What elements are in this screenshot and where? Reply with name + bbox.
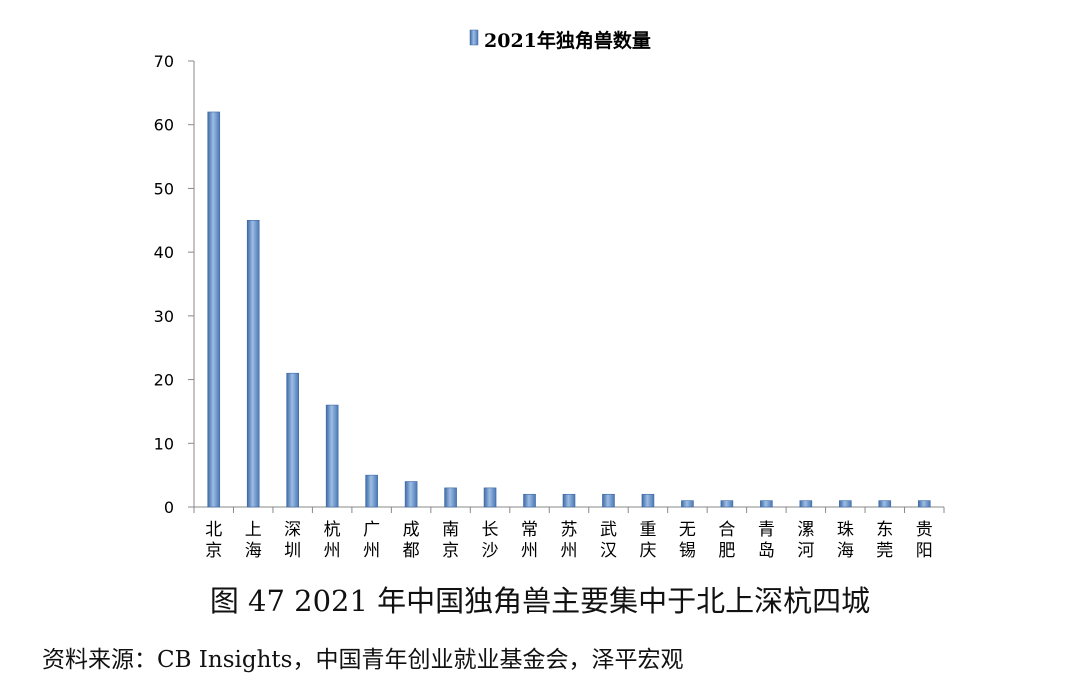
x-tick-label: 深圳 bbox=[284, 520, 301, 561]
x-tick-label: 漯河 bbox=[797, 520, 814, 561]
chart-axes: 0 10 20 30 40 50 60 70 bbox=[154, 52, 945, 517]
x-tick-label: 贵阳 bbox=[916, 520, 933, 561]
bar-东莞 bbox=[878, 500, 892, 508]
bar-珠海 bbox=[839, 500, 852, 508]
x-tick-label: 重庆 bbox=[639, 520, 656, 561]
bar-重庆 bbox=[641, 493, 655, 508]
bar-广州 bbox=[365, 474, 378, 508]
x-tick-label: 成都 bbox=[403, 520, 420, 561]
x-tick-label: 南京 bbox=[442, 520, 459, 561]
x-tick-label: 东莞 bbox=[876, 520, 893, 561]
bar-常州 bbox=[523, 493, 536, 508]
bar-chart: 2021年独角兽数量 0 10 20 30 40 50 60 70 北京上海深圳杭州广州成都南… bbox=[154, 29, 945, 561]
x-tick-label: 青岛 bbox=[758, 520, 775, 561]
bar-青岛 bbox=[760, 500, 773, 508]
bar-漯河 bbox=[799, 500, 813, 508]
bar-合肥 bbox=[720, 500, 734, 508]
figure-caption: 图 47 2021 年中国独角兽主要集中于北上深杭四城 bbox=[209, 584, 871, 618]
legend-swatch bbox=[469, 29, 479, 46]
chart-bars bbox=[207, 111, 931, 508]
bar-北京 bbox=[207, 111, 221, 508]
bar-杭州 bbox=[325, 404, 339, 508]
y-tick-label: 50 bbox=[154, 179, 174, 198]
source-note: 资料来源：CB Insights，中国青年创业就业基金会，泽平宏观 bbox=[42, 647, 684, 673]
x-tick-label: 常州 bbox=[521, 520, 538, 561]
bar-南京 bbox=[444, 487, 457, 508]
bar-武汉 bbox=[602, 493, 615, 508]
y-tick-label: 60 bbox=[154, 116, 174, 135]
y-tick-label: 10 bbox=[154, 434, 174, 453]
y-tick-label: 70 bbox=[154, 52, 174, 71]
bar-长沙 bbox=[483, 487, 497, 508]
y-tick-label: 30 bbox=[154, 307, 174, 326]
x-tick-label: 广州 bbox=[363, 520, 380, 561]
x-tick-label: 合肥 bbox=[718, 520, 735, 561]
x-tick-label: 北京 bbox=[205, 520, 222, 561]
bar-无锡 bbox=[681, 500, 694, 508]
x-tick-label: 上海 bbox=[245, 520, 262, 561]
legend-label: 2021年独角兽数量 bbox=[484, 29, 651, 52]
bar-苏州 bbox=[562, 493, 576, 508]
x-tick-label: 武汉 bbox=[600, 520, 617, 561]
x-tick-label: 珠海 bbox=[837, 520, 854, 561]
x-tick-label: 苏州 bbox=[561, 520, 578, 561]
bar-深圳 bbox=[286, 372, 299, 508]
y-tick-label: 0 bbox=[164, 498, 174, 517]
x-tick-label: 无锡 bbox=[679, 520, 696, 561]
y-tick-label: 40 bbox=[154, 243, 174, 262]
y-tick-label: 20 bbox=[154, 371, 174, 390]
x-tick-label: 杭州 bbox=[324, 520, 341, 561]
chart-legend: 2021年独角兽数量 bbox=[469, 29, 651, 52]
bar-贵阳 bbox=[917, 500, 931, 508]
bar-成都 bbox=[404, 481, 418, 508]
bar-上海 bbox=[246, 219, 260, 508]
x-tick-label: 长沙 bbox=[482, 520, 499, 561]
